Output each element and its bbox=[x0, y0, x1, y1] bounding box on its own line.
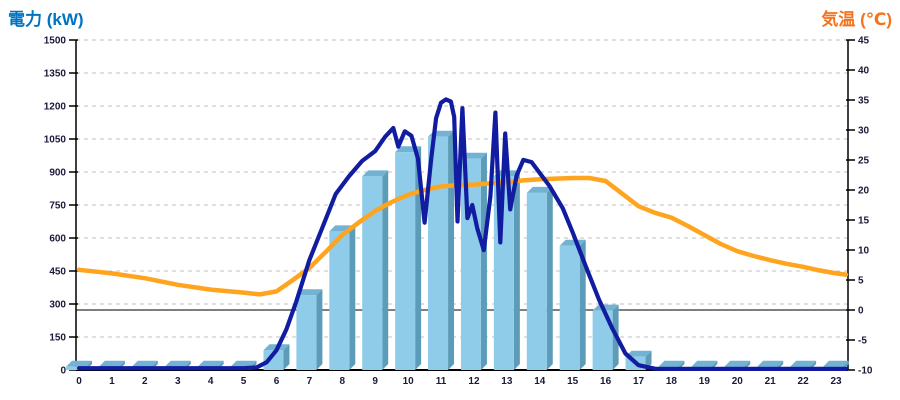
left-tick-label: 600 bbox=[49, 234, 66, 245]
bar-side bbox=[579, 239, 586, 370]
x-tick-label: 14 bbox=[534, 376, 546, 387]
x-tick-label: 13 bbox=[501, 376, 513, 387]
power-bar-hour-11 bbox=[428, 136, 449, 370]
x-tick-label: 1 bbox=[109, 376, 115, 387]
bar-top bbox=[658, 360, 685, 367]
bar-side bbox=[415, 146, 422, 370]
right-tick-label: 40 bbox=[858, 66, 870, 77]
power-bar-hour-15 bbox=[559, 245, 580, 370]
power-bar-hour-14 bbox=[526, 192, 547, 370]
right-tick-label: 35 bbox=[858, 96, 870, 107]
right-axis-title: 気温 (℃) bbox=[821, 10, 892, 29]
power-bar-hour-6 bbox=[263, 350, 284, 370]
bar-top bbox=[757, 360, 784, 367]
x-tick-label: 16 bbox=[600, 376, 612, 387]
bar-top bbox=[724, 360, 751, 367]
x-tick-label: 10 bbox=[403, 376, 415, 387]
right-tick-label: 20 bbox=[858, 186, 870, 197]
x-tick-label: 6 bbox=[274, 376, 280, 387]
x-tick-label: 15 bbox=[567, 376, 579, 387]
x-tick-label: 12 bbox=[468, 376, 480, 387]
right-tick-label: 25 bbox=[858, 156, 870, 167]
right-tick-label: 30 bbox=[858, 126, 870, 137]
bar-top bbox=[460, 152, 487, 159]
power-bar-hour-12 bbox=[460, 158, 481, 370]
left-tick-label: 1050 bbox=[44, 135, 67, 146]
left-tick-label: 1500 bbox=[44, 36, 67, 47]
left-tick-label: 150 bbox=[49, 333, 66, 344]
left-tick-label: 750 bbox=[49, 201, 66, 212]
power-bar-hour-7 bbox=[296, 295, 317, 370]
x-tick-label: 17 bbox=[633, 376, 645, 387]
x-tick-label: 4 bbox=[208, 376, 214, 387]
bar-side bbox=[382, 170, 389, 370]
bar-top bbox=[164, 360, 191, 367]
bar-top bbox=[66, 360, 92, 367]
right-tick-label: 10 bbox=[858, 246, 870, 257]
x-tick-label: 23 bbox=[830, 376, 842, 387]
right-tick-label: 45 bbox=[858, 36, 870, 47]
right-tick-label: 5 bbox=[858, 276, 864, 287]
x-tick-label: 2 bbox=[142, 376, 148, 387]
bar-top bbox=[131, 360, 158, 367]
bar-top bbox=[526, 186, 553, 193]
left-tick-label: 450 bbox=[49, 267, 66, 278]
right-tick-label: -10 bbox=[858, 366, 873, 377]
bar-top bbox=[823, 360, 849, 367]
bar-top bbox=[592, 304, 619, 311]
bar-side bbox=[546, 186, 553, 370]
left-tick-label: 1350 bbox=[44, 69, 67, 80]
x-tick-label: 19 bbox=[699, 376, 711, 387]
power-bar-hour-9 bbox=[362, 176, 383, 370]
bar-side bbox=[349, 225, 356, 370]
bar-side bbox=[448, 130, 455, 370]
x-tick-label: 22 bbox=[798, 376, 810, 387]
bar-top bbox=[296, 289, 323, 296]
bar-top bbox=[691, 360, 718, 367]
bar-top bbox=[625, 350, 652, 357]
bar-top bbox=[230, 360, 257, 367]
x-tick-label: 0 bbox=[76, 376, 82, 387]
x-tick-label: 9 bbox=[372, 376, 378, 387]
power-bar-hour-8 bbox=[329, 231, 350, 370]
x-tick-label: 20 bbox=[732, 376, 744, 387]
x-tick-label: 7 bbox=[307, 376, 313, 387]
bar-top bbox=[98, 360, 125, 367]
left-tick-label: 0 bbox=[60, 366, 66, 377]
x-tick-label: 5 bbox=[241, 376, 247, 387]
right-tick-label: 0 bbox=[858, 306, 864, 317]
left-tick-label: 300 bbox=[49, 300, 66, 311]
right-tick-label: 15 bbox=[858, 216, 870, 227]
right-tick-label: -5 bbox=[858, 336, 867, 347]
left-tick-label: 900 bbox=[49, 168, 66, 179]
left-tick-label: 1200 bbox=[44, 102, 67, 113]
bar-side bbox=[283, 344, 290, 370]
bar-side bbox=[480, 152, 487, 370]
x-tick-label: 11 bbox=[436, 376, 447, 387]
left-axis-title: 電力 (kW) bbox=[8, 10, 84, 29]
power-bar-hour-0 bbox=[66, 366, 86, 370]
x-tick-label: 8 bbox=[340, 376, 346, 387]
power-bar-hour-10 bbox=[395, 152, 416, 370]
bar-top bbox=[197, 360, 224, 367]
x-tick-label: 18 bbox=[666, 376, 678, 387]
power-bar-hour-16 bbox=[592, 310, 613, 370]
power-line bbox=[76, 97, 849, 371]
bar-side bbox=[513, 170, 520, 370]
bar-top bbox=[362, 170, 389, 177]
x-tick-label: 21 bbox=[765, 376, 777, 387]
bar-top bbox=[790, 360, 817, 367]
x-tick-label: 3 bbox=[175, 376, 181, 387]
bar-side bbox=[316, 289, 323, 370]
